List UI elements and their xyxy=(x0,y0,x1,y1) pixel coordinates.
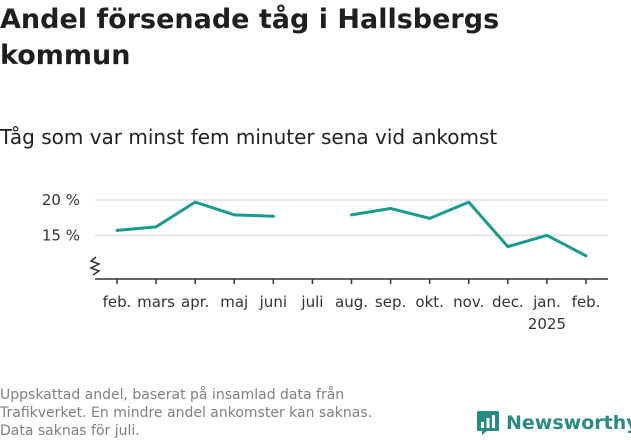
footnote: Uppskattad andel, baserat på insamlad da… xyxy=(0,386,440,440)
x-tick-label: sep. xyxy=(375,293,406,311)
x-tick-label: jan. xyxy=(532,293,561,311)
series-line xyxy=(352,202,587,256)
x-tick-label: juli xyxy=(300,293,323,311)
y-tick-label: 20 % xyxy=(42,191,80,209)
chart-title: Andel försenade tåg i Hallsbergs kommun xyxy=(0,2,600,74)
footnote-line: Data saknas för juli. xyxy=(0,422,440,440)
brand-name: Newsworthy xyxy=(506,412,631,434)
series-layer xyxy=(117,202,586,256)
chart-subtitle: Tåg som var minst fem minuter sena vid a… xyxy=(0,125,497,149)
footnote-line: Uppskattad andel, baserat på insamlad da… xyxy=(0,386,440,404)
x-tick-label: aug. xyxy=(335,293,368,311)
x-tick-label: feb. xyxy=(572,293,601,311)
year-label: 2025 xyxy=(528,315,566,333)
x-tick-label: mars xyxy=(137,293,175,311)
y-tick-label: 15 % xyxy=(42,226,80,244)
series-line xyxy=(117,202,273,230)
newsworthy-logo: Newsworthy xyxy=(476,408,631,438)
x-tick-label: feb. xyxy=(103,293,132,311)
x-tick-label: dec. xyxy=(492,293,524,311)
x-tick-label: apr. xyxy=(181,293,209,311)
x-tick-label: nov. xyxy=(453,293,484,311)
x-tick-label: okt. xyxy=(415,293,444,311)
x-tick-label: juni xyxy=(259,293,287,311)
footnote-line: Trafikverket. En mindre andel ankomster … xyxy=(0,404,440,422)
axis-break-icon xyxy=(91,257,99,275)
x-tick-label: maj xyxy=(220,293,248,311)
bar-chart-icon xyxy=(476,410,500,436)
axes xyxy=(91,257,608,284)
